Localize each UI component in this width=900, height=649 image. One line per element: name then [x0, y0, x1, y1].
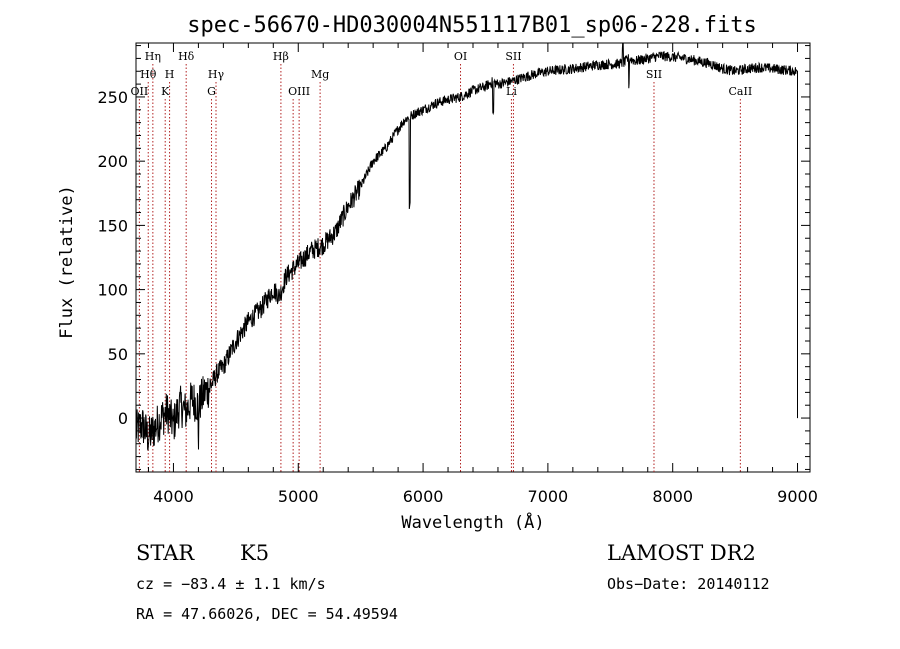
x-tick-label: 4000 [153, 487, 194, 506]
x-tick-label: 8000 [652, 487, 693, 506]
line-marker-label: CaII [729, 85, 753, 98]
line-marker-label: OII [131, 85, 149, 98]
line-marker-label: Mg [311, 68, 329, 81]
object-subclass: K5 [240, 541, 269, 565]
object-class: STAR [136, 541, 195, 565]
y-tick-label: 100 [97, 281, 128, 300]
line-marker-label: Hγ [208, 68, 225, 81]
y-tick-label: 50 [108, 345, 128, 364]
survey-name: LAMOST DR2 [607, 541, 756, 565]
line-marker-label: Hη [145, 50, 161, 63]
chart-title: spec-56670-HD030004N551117B01_sp06-228.f… [187, 13, 757, 38]
y-tick-label: 0 [118, 409, 128, 428]
line-marker-label: Hβ [273, 50, 289, 63]
line-marker-label: OI [454, 50, 467, 63]
x-tick-label: 5000 [278, 487, 319, 506]
line-marker-label: Hθ [140, 68, 157, 81]
line-marker-label: SII [505, 50, 521, 63]
line-marker-label: H [165, 68, 175, 81]
y-axis-title: Flux (relative) [57, 185, 77, 339]
spectrum-line [135, 42, 798, 451]
x-tick-label: 9000 [777, 487, 818, 506]
y-tick-label: 150 [97, 216, 128, 235]
x-axis-title: Wavelength (Å) [401, 511, 544, 533]
observation-date: Obs−Date: 20140112 [607, 575, 770, 593]
line-marker-label: Hδ [178, 50, 195, 63]
coordinates: RA = 47.66026, DEC = 54.49594 [136, 605, 398, 623]
line-marker-label: SII [646, 68, 662, 81]
y-tick-label: 200 [97, 152, 128, 171]
line-marker-label: Li [506, 85, 517, 98]
line-marker-label: OIII [288, 85, 310, 98]
y-tick-label: 250 [97, 88, 128, 107]
line-marker-label: G [207, 85, 216, 98]
axis-tick-labels: 4000 5000 6000 7000 8000 9000 0 50 100 150 200 250 [97, 88, 817, 506]
x-tick-label: 7000 [528, 487, 569, 506]
axis-ticks [136, 43, 810, 472]
plot-frame [135, 42, 811, 473]
x-tick-label: 6000 [403, 487, 444, 506]
redshift-cz: cz = −83.4 ± 1.1 km/s [136, 575, 326, 593]
line-marker-label: K [161, 85, 170, 98]
